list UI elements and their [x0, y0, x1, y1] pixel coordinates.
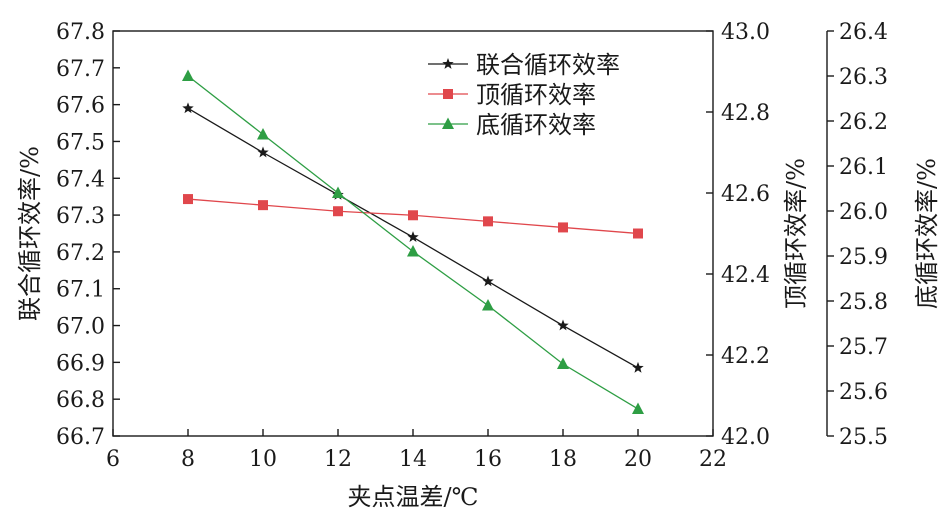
left-y-tick-label: 67.6: [56, 94, 105, 119]
right2-y-tick-label: 25.9: [839, 245, 888, 270]
left-y-tick-label: 66.9: [56, 351, 105, 376]
series-1-point: [183, 194, 193, 205]
left-y-tick-label: 67.8: [56, 20, 105, 45]
x-tick-label: 6: [106, 447, 120, 472]
right2-y-tick-label: 26.1: [839, 155, 888, 180]
right2-y-tick-label: 25.6: [839, 380, 888, 405]
legend-marker: [442, 117, 454, 129]
series-1-point: [258, 200, 268, 211]
right1-y-tick-label: 42.6: [721, 182, 770, 207]
right1-y-tick-label: 43.0: [721, 20, 770, 45]
series-1-point: [483, 216, 493, 227]
legend-marker: [442, 58, 454, 69]
right2-y-tick-label: 26.0: [839, 200, 888, 225]
left-y-tick-label: 66.8: [56, 388, 105, 413]
legend-marker: [443, 89, 453, 99]
left-y-tick-label: 67.1: [56, 278, 105, 303]
series-0-point: [632, 361, 644, 373]
left-y-tick-label: 67.4: [56, 167, 105, 192]
series-0-point: [407, 231, 419, 243]
right2-y-tick-label: 25.7: [839, 335, 888, 360]
series-2-point: [407, 245, 419, 257]
series-1-point: [408, 210, 418, 221]
series-0-point: [482, 275, 494, 287]
right2-y-tick-label: 25.8: [839, 290, 888, 315]
series-0-point: [557, 319, 569, 331]
series-2-point: [182, 69, 194, 81]
series-2-point: [257, 128, 269, 140]
x-tick-label: 12: [324, 447, 352, 472]
legend-label: 顶循环效率: [476, 81, 596, 109]
x-tick-label: 10: [249, 447, 277, 472]
right2-y-tick-label: 26.4: [839, 20, 888, 45]
series-0-point: [257, 146, 269, 158]
series-2-point: [632, 402, 644, 414]
series-2-point: [482, 299, 494, 311]
left-y-tick-label: 67.3: [56, 204, 105, 229]
series-0-point: [182, 102, 194, 114]
right2-y-tick-label: 25.5: [839, 425, 888, 450]
right1-y-tick-label: 42.4: [721, 263, 770, 288]
legend-label: 底循环效率: [476, 111, 596, 139]
right2-y-tick-label: 26.2: [839, 110, 888, 135]
left-y-tick-label: 67.2: [56, 241, 105, 266]
right1-y-tick-label: 42.2: [721, 344, 770, 369]
left-axis-title: 联合循环效率/%: [16, 146, 44, 321]
x-tick-label: 8: [181, 447, 195, 472]
axes: 6 8 10 12 14 16 18 20 22 夹点温差/℃ 66.7 66.8 66.9 67.0 67…: [16, 20, 941, 511]
plot-area: [182, 69, 644, 414]
series-1-point: [633, 228, 643, 239]
left-y-tick-label: 66.7: [56, 425, 105, 450]
series-1-point: [558, 222, 568, 233]
left-y-tick-label: 67.7: [56, 57, 105, 82]
x-tick-label: 16: [474, 447, 502, 472]
x-tick-label: 22: [699, 447, 727, 472]
x-axis-title: 夹点温差/℃: [348, 483, 479, 511]
series-2-point: [332, 186, 344, 198]
series-1-point: [333, 206, 343, 217]
right1-y-tick-label: 42.8: [721, 101, 770, 126]
right2-y-tick-label: 26.3: [839, 65, 888, 90]
legend-label: 联合循环效率: [476, 51, 620, 79]
left-y-tick-label: 67.5: [56, 130, 105, 155]
x-tick-label: 20: [624, 447, 652, 472]
series-2-point: [557, 357, 569, 369]
x-tick-label: 18: [549, 447, 577, 472]
left-y-tick-label: 67.0: [56, 315, 105, 340]
right1-y-tick-label: 42.0: [721, 425, 770, 450]
right2-axis-title: 底循环效率/%: [913, 158, 941, 309]
x-tick-label: 14: [399, 447, 427, 472]
right1-axis-title: 顶循环效率/%: [782, 158, 810, 309]
